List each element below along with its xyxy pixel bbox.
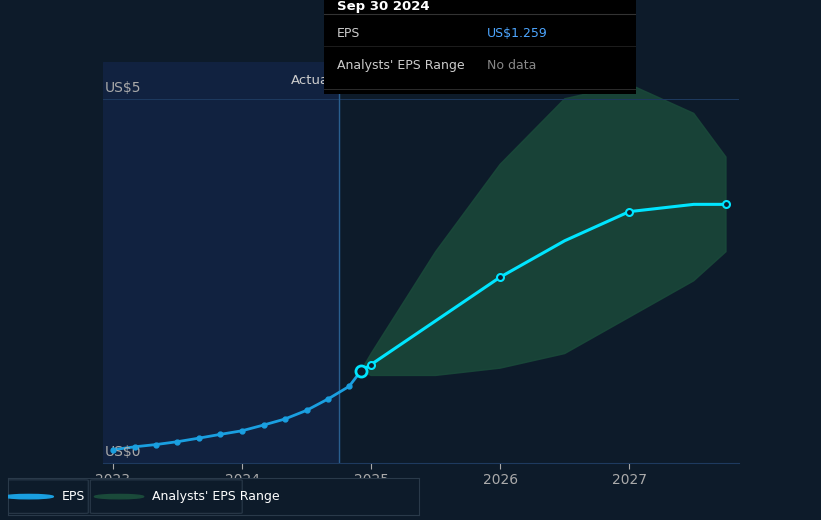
Circle shape: [4, 495, 53, 499]
Text: Analysts Forecasts: Analysts Forecasts: [346, 74, 469, 87]
Text: Actual: Actual: [291, 74, 333, 87]
FancyBboxPatch shape: [7, 480, 89, 513]
Text: EPS: EPS: [62, 490, 85, 503]
FancyBboxPatch shape: [90, 480, 242, 513]
Polygon shape: [360, 84, 726, 375]
Text: US$5: US$5: [105, 81, 142, 95]
Text: Analysts' EPS Range: Analysts' EPS Range: [152, 490, 279, 503]
Bar: [103, 62, 339, 463]
Circle shape: [94, 495, 144, 499]
Text: US$0: US$0: [105, 445, 142, 459]
Text: Analysts' EPS Range: Analysts' EPS Range: [337, 59, 465, 72]
Text: EPS: EPS: [337, 27, 360, 40]
Text: US$1.259: US$1.259: [487, 27, 548, 40]
Text: No data: No data: [487, 59, 536, 72]
Text: Sep 30 2024: Sep 30 2024: [337, 0, 429, 13]
